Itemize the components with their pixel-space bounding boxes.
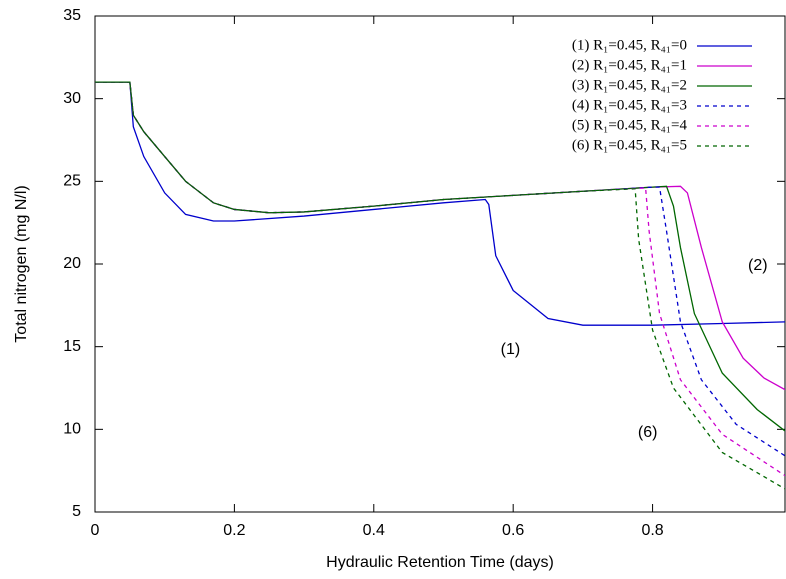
- legend-label: (3) R₁=0.45, R₄₁=2: [572, 77, 687, 93]
- y-axis-label: Total nitrogen (mg N/l): [13, 185, 30, 342]
- legend-label: (5) R₁=0.45, R₄₁=4: [572, 117, 688, 133]
- annotation: (6): [638, 424, 658, 441]
- legend-label: (4) R₁=0.45, R₄₁=3: [572, 97, 687, 113]
- y-tick-label: 10: [63, 421, 81, 438]
- y-tick-label: 5: [72, 503, 81, 520]
- x-tick-label: 0.8: [641, 522, 663, 539]
- legend-label: (2) R₁=0.45, R₄₁=1: [572, 57, 687, 73]
- y-tick-label: 15: [63, 338, 81, 355]
- annotation: (1): [501, 341, 521, 358]
- x-tick-label: 0.4: [363, 522, 385, 539]
- y-tick-label: 25: [63, 173, 81, 190]
- y-tick-label: 30: [63, 90, 81, 107]
- y-tick-label: 20: [63, 255, 81, 272]
- series-line: [95, 81, 785, 326]
- annotation: (2): [748, 257, 768, 274]
- legend-label: (1) R₁=0.45, R₄₁=0: [572, 37, 687, 53]
- x-tick-label: 0.6: [502, 522, 524, 539]
- x-tick-label: 0: [91, 522, 100, 539]
- x-tick-label: 0.2: [223, 522, 245, 539]
- y-tick-label: 35: [63, 7, 81, 24]
- series-line: [95, 81, 785, 432]
- legend-label: (6) R₁=0.45, R₄₁=5: [572, 137, 687, 153]
- x-axis-label: Hydraulic Retention Time (days): [326, 554, 554, 571]
- series-line: [95, 81, 785, 490]
